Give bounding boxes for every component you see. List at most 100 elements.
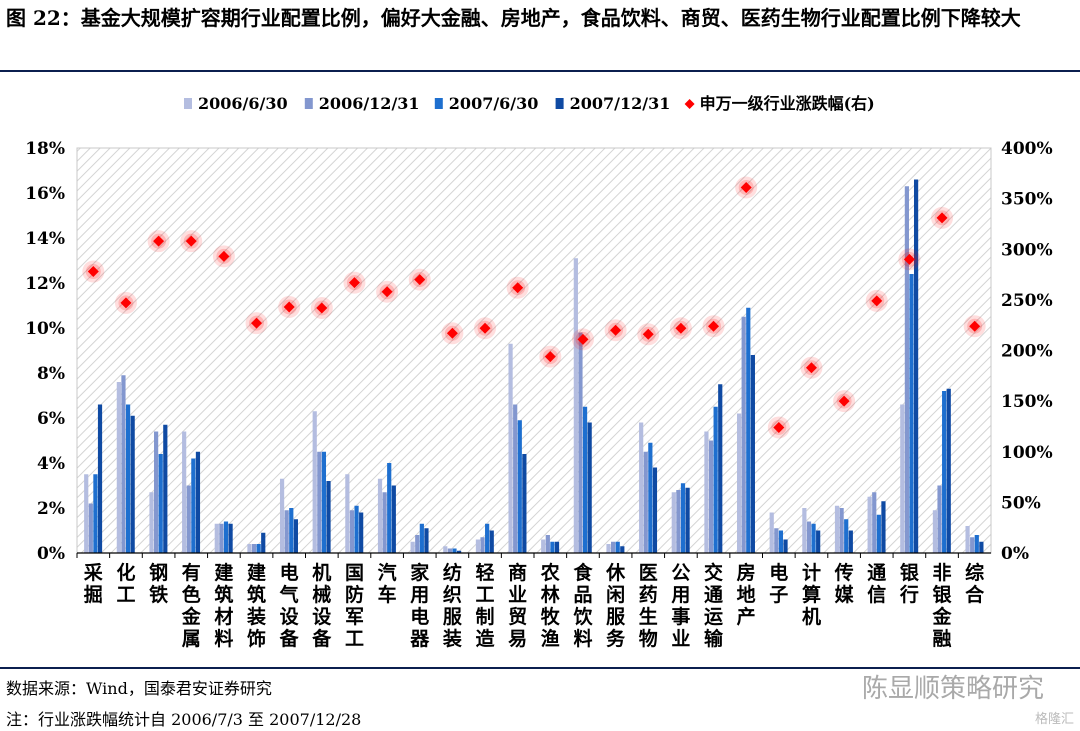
point-4-14: [544, 351, 556, 363]
bar-0-15: [573, 258, 578, 553]
bar-0-12: [475, 539, 481, 553]
bar-0-9: [377, 478, 383, 553]
y-left-tick-label: 12%: [25, 274, 65, 294]
bar-0-7: [312, 411, 317, 553]
bar-2-2: [158, 454, 163, 553]
bar-3-10: [424, 528, 429, 553]
point-4-20: [740, 181, 752, 193]
bar-2-13: [517, 420, 522, 553]
point-4-25: [903, 253, 915, 265]
y-left-tick-label: 4%: [37, 454, 65, 474]
bar-2-11: [452, 548, 457, 553]
point-4-1: [120, 297, 132, 309]
chart-legend: 2006/6/30 2006/12/31 2007/6/30 2007/12/31 申万…: [184, 94, 875, 113]
point-4-10: [414, 274, 426, 286]
y-right-tick-label: 100%: [1001, 443, 1053, 463]
bar-0-24: [867, 496, 872, 553]
bar-3-1: [130, 415, 135, 553]
bar-1-7: [317, 451, 322, 553]
bar-3-18: [685, 487, 690, 553]
legend-swatch-2: [434, 98, 443, 109]
x-category-label: 纺织服装: [442, 561, 463, 650]
scatter-series: [82, 176, 986, 439]
x-category-label: 农林牧渔: [540, 561, 561, 650]
bar-series: [84, 179, 984, 553]
bar-0-18: [671, 492, 676, 553]
bar-1-3: [186, 485, 191, 553]
x-category-label: 银行: [899, 561, 920, 606]
bar-3-16: [620, 546, 625, 553]
legend-label-4: 申万一级行业涨跌幅(右): [700, 94, 875, 113]
bar-3-2: [163, 424, 168, 553]
bar-3-8: [359, 512, 364, 553]
bar-0-6: [279, 478, 285, 553]
watermark-small: 格隆汇: [1034, 712, 1074, 727]
bar-0-23: [834, 505, 840, 553]
bar-2-3: [191, 458, 196, 553]
bar-2-27: [974, 535, 979, 553]
bar-1-18: [676, 490, 681, 553]
bar-3-5: [261, 532, 266, 553]
point-4-2: [153, 235, 165, 247]
bar-1-14: [545, 535, 550, 553]
x-category-label: 计算机: [802, 562, 821, 628]
x-category-label: 国防军工: [345, 562, 364, 650]
bar-0-3: [182, 431, 187, 553]
bar-2-20: [746, 307, 751, 553]
x-category-label: 机械设备: [311, 562, 332, 650]
x-category-label: 通信: [867, 562, 887, 606]
bar-3-12: [489, 530, 494, 553]
bar-3-17: [652, 467, 658, 553]
bar-2-6: [289, 508, 294, 553]
bar-0-8: [345, 474, 350, 553]
x-category-label: 钢铁: [149, 562, 168, 606]
x-category-label: 房地产: [737, 561, 756, 628]
x-category-label: 电气设备: [279, 561, 300, 650]
point-4-12: [479, 322, 491, 334]
bar-0-21: [769, 512, 774, 553]
bar-0-17: [639, 422, 644, 553]
bar-1-15: [578, 332, 583, 553]
point-4-8: [348, 277, 360, 289]
point-4-16: [610, 324, 622, 336]
x-category-label: 轻工制造: [476, 561, 496, 650]
point-4-7: [316, 302, 328, 314]
bar-2-19: [713, 406, 718, 553]
bar-1-16: [611, 541, 616, 553]
legend-label-1: 2006/12/31: [319, 94, 420, 113]
x-category-label: 休闲服务: [605, 562, 626, 650]
bar-1-6: [284, 510, 289, 553]
bar-1-24: [872, 492, 877, 553]
y-right-tick-label: 200%: [1001, 342, 1053, 362]
point-4-21: [773, 421, 785, 433]
bar-3-22: [816, 530, 821, 553]
point-4-15: [577, 333, 589, 345]
bar-3-7: [326, 481, 331, 553]
figure-title: 图 22：基金大规模扩容期行业配置比例，偏好大金融、房地产，食品饮料、商贸、医药…: [6, 6, 1021, 30]
y-left-tick-label: 0%: [37, 544, 65, 564]
y-right-tick-label: 300%: [1001, 240, 1053, 260]
footer-divider: [0, 667, 1080, 669]
y-right-tick-label: 50%: [1001, 493, 1041, 513]
bar-1-22: [806, 521, 812, 553]
y-right-tick-label: 350%: [1001, 190, 1053, 210]
bar-0-14: [541, 539, 546, 553]
y-right-tick-label: 0%: [1001, 544, 1029, 564]
bar-1-9: [382, 492, 387, 553]
bar-1-0: [88, 503, 93, 553]
legend-swatch-3: [555, 98, 564, 109]
x-category-label: 化工: [116, 561, 135, 606]
bar-3-11: [456, 550, 462, 553]
bar-2-24: [876, 514, 881, 553]
x-category-label: 汽车: [378, 561, 397, 606]
bar-0-25: [900, 404, 905, 553]
y-left-tick-label: 18%: [25, 139, 65, 159]
bar-3-21: [783, 539, 788, 553]
bar-0-11: [443, 546, 448, 553]
x-category-label: 采掘: [84, 562, 103, 606]
bar-2-8: [354, 505, 359, 553]
bar-0-0: [84, 474, 89, 553]
bar-2-0: [93, 474, 98, 553]
bar-2-12: [485, 523, 490, 553]
source-text: 数据来源：Wind，国泰君安证券研究: [6, 679, 272, 698]
